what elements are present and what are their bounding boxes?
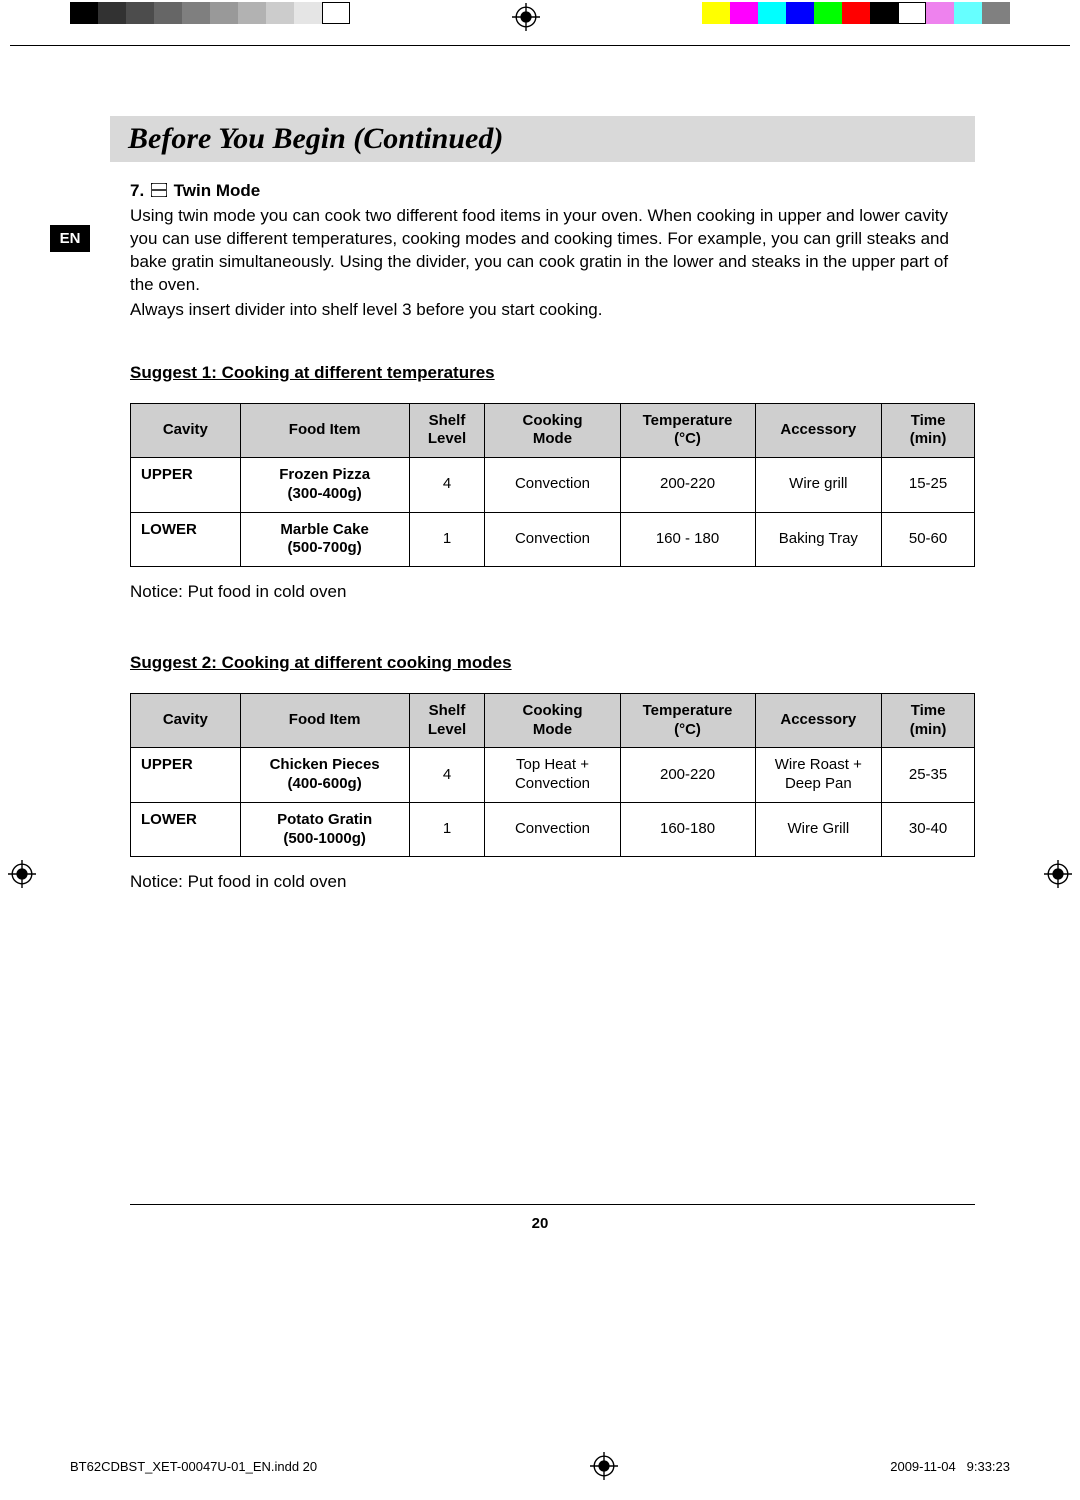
swatch bbox=[154, 2, 182, 24]
acc-cell: Wire Grill bbox=[755, 802, 882, 857]
footer-meta-row: BT62CDBST_XET-00047U-01_EN.indd 20 2009-… bbox=[0, 1452, 1080, 1480]
food-cell: Frozen Pizza(300-400g) bbox=[240, 458, 409, 513]
language-tab: EN bbox=[50, 225, 90, 252]
time-cell: 25-35 bbox=[882, 748, 975, 803]
mode-cell: Convection bbox=[485, 802, 620, 857]
table-header-cell: Cavity bbox=[131, 693, 241, 748]
swatch bbox=[266, 2, 294, 24]
table-header-cell: CookingMode bbox=[485, 403, 620, 458]
mode-cell: Top Heat +Convection bbox=[485, 748, 620, 803]
suggest2-table: CavityFood ItemShelfLevelCookingModeTemp… bbox=[130, 693, 975, 858]
table-row: UPPERChicken Pieces(400-600g)4Top Heat +… bbox=[131, 748, 975, 803]
swatch bbox=[870, 2, 898, 24]
suggest2-notice: Notice: Put food in cold oven bbox=[130, 871, 975, 894]
suggest1-heading: Suggest 1: Cooking at different temperat… bbox=[130, 362, 975, 385]
registration-mark-bottom bbox=[590, 1452, 618, 1480]
swatch bbox=[982, 2, 1010, 24]
footer-rule bbox=[130, 1204, 975, 1205]
table-header-cell: Time(min) bbox=[882, 693, 975, 748]
time-cell: 30-40 bbox=[882, 802, 975, 857]
shelf-cell: 4 bbox=[409, 458, 485, 513]
swatch bbox=[210, 2, 238, 24]
color-bar bbox=[702, 2, 1010, 24]
page-title: Before You Begin (Continued) bbox=[110, 116, 975, 162]
section-title: Twin Mode bbox=[174, 181, 261, 200]
cavity-cell: UPPER bbox=[131, 458, 241, 513]
cavity-cell: LOWER bbox=[131, 512, 241, 567]
food-cell: Potato Gratin(500-1000g) bbox=[240, 802, 409, 857]
acc-cell: Wire Roast +Deep Pan bbox=[755, 748, 882, 803]
acc-cell: Baking Tray bbox=[755, 512, 882, 567]
printer-colorbar-row bbox=[0, 0, 1080, 31]
temp-cell: 200-220 bbox=[620, 458, 755, 513]
time-cell: 15-25 bbox=[882, 458, 975, 513]
grayscale-bar bbox=[70, 2, 350, 24]
section-paragraph-2: Always insert divider into shelf level 3… bbox=[130, 299, 975, 322]
swatch bbox=[182, 2, 210, 24]
temp-cell: 160 - 180 bbox=[620, 512, 755, 567]
registration-mark-left bbox=[8, 860, 36, 888]
table-row: UPPERFrozen Pizza(300-400g)4Convection20… bbox=[131, 458, 975, 513]
table-header-cell: Temperature(°C) bbox=[620, 403, 755, 458]
swatch bbox=[126, 2, 154, 24]
swatch bbox=[322, 2, 350, 24]
table-header-cell: Time(min) bbox=[882, 403, 975, 458]
table-header-cell: Food Item bbox=[240, 693, 409, 748]
table-row: LOWERPotato Gratin(500-1000g)1Convection… bbox=[131, 802, 975, 857]
registration-mark-right bbox=[1044, 860, 1072, 888]
table-header-cell: Temperature(°C) bbox=[620, 693, 755, 748]
swatch bbox=[98, 2, 126, 24]
table-header-cell: Food Item bbox=[240, 403, 409, 458]
shelf-cell: 1 bbox=[409, 802, 485, 857]
table-row: LOWERMarble Cake(500-700g)1Convection160… bbox=[131, 512, 975, 567]
swatch bbox=[294, 2, 322, 24]
swatch bbox=[814, 2, 842, 24]
suggest1-notice: Notice: Put food in cold oven bbox=[130, 581, 975, 604]
suggest2-heading: Suggest 2: Cooking at different cooking … bbox=[130, 652, 975, 675]
mode-cell: Convection bbox=[485, 512, 620, 567]
section-number: 7. bbox=[130, 181, 144, 200]
table-header-cell: Cavity bbox=[131, 403, 241, 458]
twin-mode-icon bbox=[151, 181, 167, 195]
table-header-cell: CookingMode bbox=[485, 693, 620, 748]
table-header-cell: ShelfLevel bbox=[409, 693, 485, 748]
temp-cell: 160-180 bbox=[620, 802, 755, 857]
crop-marks-top bbox=[0, 31, 1080, 61]
food-cell: Marble Cake(500-700g) bbox=[240, 512, 409, 567]
body-content: 7. Twin Mode Using twin mode you can coo… bbox=[130, 180, 975, 894]
mode-cell: Convection bbox=[485, 458, 620, 513]
footer-datetime: 2009-11-04 9:33:23 bbox=[890, 1459, 1010, 1474]
cavity-cell: LOWER bbox=[131, 802, 241, 857]
section-paragraph-1: Using twin mode you can cook two differe… bbox=[130, 205, 975, 297]
acc-cell: Wire grill bbox=[755, 458, 882, 513]
swatch bbox=[786, 2, 814, 24]
page-number: 20 bbox=[0, 1215, 1080, 1232]
swatch bbox=[70, 2, 98, 24]
cavity-cell: UPPER bbox=[131, 748, 241, 803]
section-heading: 7. Twin Mode bbox=[130, 180, 975, 203]
swatch bbox=[954, 2, 982, 24]
swatch bbox=[926, 2, 954, 24]
suggest1-table: CavityFood ItemShelfLevelCookingModeTemp… bbox=[130, 403, 975, 568]
registration-mark-top bbox=[511, 2, 541, 31]
temp-cell: 200-220 bbox=[620, 748, 755, 803]
swatch bbox=[730, 2, 758, 24]
food-cell: Chicken Pieces(400-600g) bbox=[240, 748, 409, 803]
footer-filename: BT62CDBST_XET-00047U-01_EN.indd 20 bbox=[70, 1459, 317, 1474]
time-cell: 50-60 bbox=[882, 512, 975, 567]
table-header-cell: Accessory bbox=[755, 693, 882, 748]
swatch bbox=[898, 2, 926, 24]
swatch bbox=[238, 2, 266, 24]
table-header-cell: Accessory bbox=[755, 403, 882, 458]
table-header-cell: ShelfLevel bbox=[409, 403, 485, 458]
swatch bbox=[758, 2, 786, 24]
swatch bbox=[702, 2, 730, 24]
shelf-cell: 1 bbox=[409, 512, 485, 567]
swatch bbox=[842, 2, 870, 24]
shelf-cell: 4 bbox=[409, 748, 485, 803]
